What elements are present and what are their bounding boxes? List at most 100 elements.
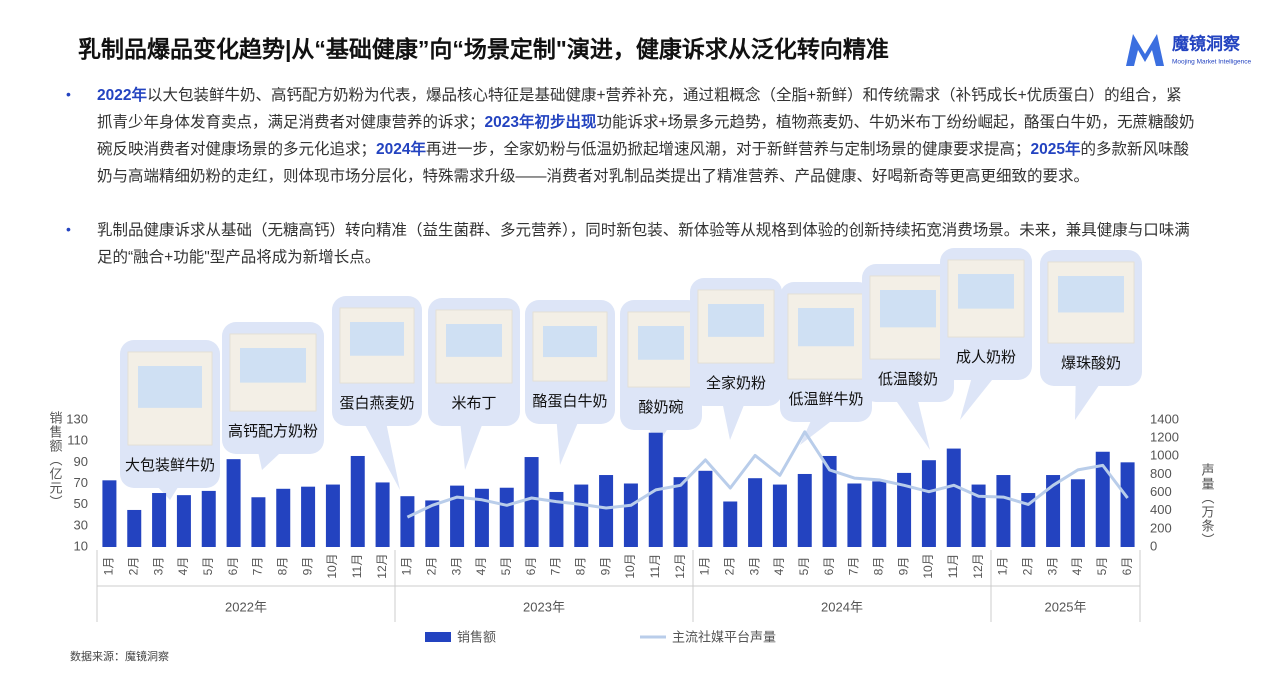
bar bbox=[723, 501, 738, 547]
bar bbox=[201, 490, 216, 547]
product-image-detail bbox=[708, 304, 764, 337]
callout-pointer bbox=[894, 398, 930, 450]
callout-label: 大包装鲜牛奶 bbox=[125, 457, 215, 474]
x-tick-label: 11月 bbox=[946, 554, 960, 578]
bar bbox=[1021, 493, 1036, 547]
x-tick-label: 7月 bbox=[549, 557, 563, 576]
y2-tick-label: 400 bbox=[1150, 502, 1172, 517]
callout-label: 爆珠酸奶 bbox=[1061, 355, 1121, 372]
callout: 低温鲜牛奶 bbox=[780, 282, 872, 445]
year-label: 2023年 bbox=[523, 599, 565, 614]
x-tick-label: 5月 bbox=[797, 557, 811, 576]
x-tick-label: 9月 bbox=[896, 557, 910, 576]
x-tick-label: 2月 bbox=[722, 557, 736, 576]
bullet-text: 功能诉求+场景多元趋势，植物燕麦奶、牛奶米布丁纷纷崛起，酪蛋白牛奶，无蔗糖酸奶碗… bbox=[97, 114, 1195, 158]
y2-tick-label: 600 bbox=[1150, 484, 1172, 499]
x-tick-label: 10月 bbox=[325, 553, 339, 578]
x-tick-label: 6月 bbox=[822, 557, 836, 576]
y-tick-label: 30 bbox=[74, 517, 88, 532]
callout-label: 低温鲜牛奶 bbox=[788, 391, 863, 408]
x-tick-label: 6月 bbox=[1120, 557, 1134, 576]
callout-label: 低温酸奶 bbox=[878, 371, 938, 388]
legend-label: 销售额 bbox=[457, 629, 496, 644]
bullet-text: 2024年 bbox=[376, 141, 426, 158]
bar bbox=[375, 482, 390, 547]
x-tick-label: 4月 bbox=[176, 557, 190, 576]
product-image-detail bbox=[240, 348, 306, 383]
bar bbox=[499, 487, 514, 547]
bar bbox=[1046, 475, 1061, 547]
callout: 低温酸奶 bbox=[862, 264, 954, 450]
year-label: 2022年 bbox=[225, 599, 267, 614]
bar bbox=[797, 473, 812, 547]
bar bbox=[425, 500, 440, 547]
bullet-text: 2025年 bbox=[1030, 141, 1081, 158]
x-tick-label: 3月 bbox=[1045, 557, 1059, 576]
x-tick-label: 3月 bbox=[449, 557, 463, 576]
bar bbox=[524, 457, 539, 547]
bullet: 乳制品健康诉求从基础（无糖高钙）转向精准（益生菌群、多元营养），同时新包装、新体… bbox=[97, 217, 1197, 271]
product-image-detail bbox=[880, 290, 936, 328]
x-tick-label: 10月 bbox=[921, 553, 935, 578]
x-tick-label: 5月 bbox=[1095, 557, 1109, 576]
x-tick-label: 1月 bbox=[400, 557, 414, 576]
bar bbox=[176, 495, 191, 547]
x-tick-label: 7月 bbox=[251, 557, 265, 576]
callout-pointer bbox=[257, 450, 284, 470]
year-label: 2025年 bbox=[1045, 599, 1087, 614]
bar bbox=[772, 484, 787, 547]
bar bbox=[152, 493, 167, 547]
year-label: 2024年 bbox=[821, 599, 863, 614]
bullet: 2022年以大包装鲜牛奶、高钙配方奶粉为代表，爆品核心特征是基础健康+营养补充，… bbox=[97, 82, 1197, 190]
bar bbox=[599, 475, 614, 547]
bar bbox=[1070, 479, 1085, 547]
source: 数据来源：魔镜洞察 bbox=[70, 649, 169, 663]
logo: 魔镜洞察 bbox=[1172, 33, 1241, 53]
title: 乳制品爆品变化趋势|从“基础健康”向“场景定制"演进，健康诉求从泛化转向精准 bbox=[78, 36, 889, 62]
bar bbox=[474, 488, 489, 547]
callout-pointer bbox=[1075, 382, 1102, 420]
bar bbox=[1095, 451, 1110, 547]
bar bbox=[102, 480, 117, 547]
x-tick-label: 1月 bbox=[996, 557, 1010, 576]
y-tick-label: 50 bbox=[74, 496, 88, 511]
bar bbox=[623, 483, 638, 547]
callout-label: 高钙配方奶粉 bbox=[228, 423, 318, 440]
bar bbox=[897, 472, 912, 547]
bullet-dot: • bbox=[66, 221, 71, 237]
bar bbox=[872, 481, 887, 547]
bullet-dot: • bbox=[66, 86, 71, 102]
y2-tick-label: 1400 bbox=[1150, 411, 1179, 426]
product-image-detail bbox=[798, 308, 854, 347]
x-tick-label: 2月 bbox=[424, 557, 438, 576]
bar bbox=[549, 491, 564, 547]
bullet-text: 乳制品健康诉求从基础（无糖高钙）转向精准（益生菌群、多元营养），同时新包装、新体… bbox=[97, 222, 1190, 266]
bullet-text: 2022年 bbox=[97, 87, 147, 104]
callout-pointer bbox=[363, 422, 400, 490]
x-tick-label: 10月 bbox=[623, 553, 637, 578]
y2-tick-label: 200 bbox=[1150, 520, 1172, 535]
product-image-detail bbox=[138, 366, 202, 408]
bar bbox=[251, 497, 266, 547]
y-tick-label: 70 bbox=[74, 475, 88, 490]
y2-tick-label: 800 bbox=[1150, 466, 1172, 481]
callout: 大包装鲜牛奶 bbox=[120, 340, 220, 500]
bar bbox=[400, 496, 415, 547]
bullet-text: 再进一步，全家奶粉与低温奶掀起增速风潮，对于新鲜营养与定制场景的健康要求提高； bbox=[426, 141, 1031, 158]
bullet-text: 以大包装鲜牛奶、高钙配方奶粉为代表，爆品核心特征是基础健康+营养补充，通过粗概念… bbox=[97, 87, 1182, 131]
bar bbox=[226, 459, 241, 547]
callout: 成人奶粉 bbox=[940, 248, 1032, 420]
callout: 高钙配方奶粉 bbox=[222, 322, 324, 470]
x-tick-label: 1月 bbox=[698, 557, 712, 576]
callout: 米布丁 bbox=[428, 298, 520, 470]
bar bbox=[996, 475, 1011, 547]
x-tick-label: 1月 bbox=[102, 557, 116, 576]
callout: 酸奶碗 bbox=[620, 300, 702, 450]
bar bbox=[946, 448, 961, 547]
bar bbox=[350, 455, 365, 547]
callout-label: 米布丁 bbox=[451, 395, 496, 412]
callout-label: 酸奶碗 bbox=[638, 399, 683, 416]
callout: 蛋白燕麦奶 bbox=[332, 296, 422, 490]
